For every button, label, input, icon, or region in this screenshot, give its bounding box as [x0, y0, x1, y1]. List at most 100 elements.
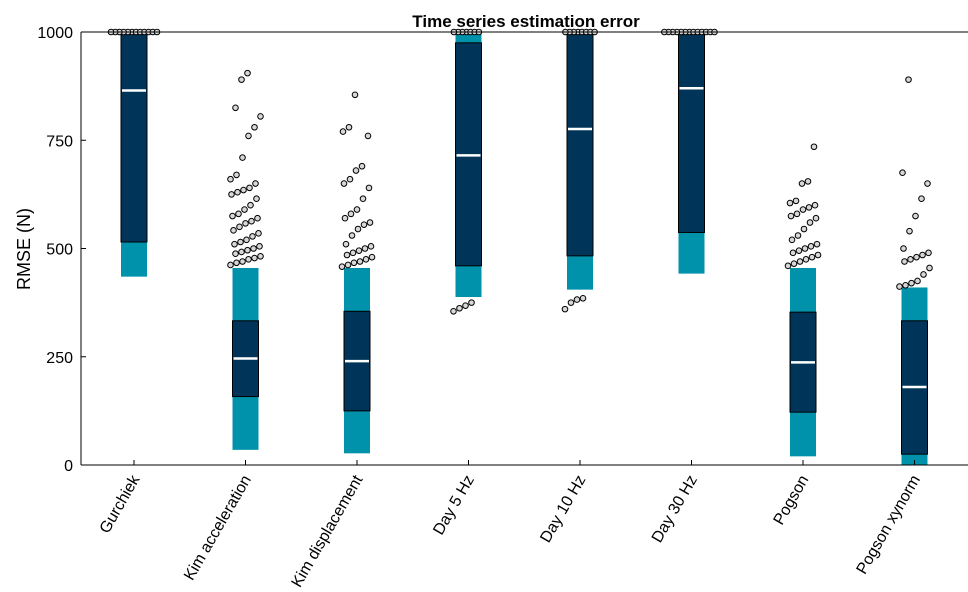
box-group [561, 28, 598, 313]
outlier-point [358, 162, 366, 170]
outlier-point [340, 180, 348, 187]
outlier-point [251, 123, 258, 131]
outlier-point [793, 210, 801, 218]
outlier-point [352, 167, 360, 174]
outlier-point [367, 243, 375, 250]
outlier-point [361, 245, 369, 252]
outlier-point [794, 232, 802, 239]
outlier-point [252, 180, 259, 187]
outlier-point [801, 245, 809, 252]
outlier-point [573, 296, 581, 303]
outlier-point [338, 263, 346, 270]
outlier-point [914, 277, 921, 285]
whisker-low [121, 242, 147, 277]
outlier-point [238, 248, 245, 256]
y-tick-label: 750 [46, 133, 73, 150]
outlier-point [579, 294, 587, 302]
outlier-point [256, 243, 263, 250]
whisker-low [232, 396, 259, 450]
x-tick-labels: Gurchiek Kim acceleration Kim displacement… [97, 472, 924, 591]
outlier-point [235, 210, 242, 218]
outlier-point [792, 197, 800, 205]
box-group [227, 69, 264, 450]
outlier-point [341, 214, 349, 222]
outlier-point [344, 261, 352, 269]
outlier-point [789, 249, 797, 257]
whisker-high [455, 32, 482, 43]
outlier-point [257, 252, 264, 260]
outlier-point [250, 245, 257, 252]
outlier-point [348, 232, 356, 239]
outlier-point [346, 175, 354, 183]
outlier-point [359, 195, 367, 203]
outlier-point [796, 258, 804, 265]
outlier-point [362, 256, 370, 263]
outlier-point [231, 240, 238, 248]
outlier-point [247, 201, 254, 209]
outlier-point [450, 307, 457, 315]
y-axis-label: RMSE (N) [14, 208, 34, 290]
y-tick-label: 1000 [37, 25, 73, 42]
x-tick-label: Pogson [771, 473, 813, 528]
outlier-point [249, 233, 256, 240]
outlier-point [366, 219, 374, 226]
outlier-point [365, 184, 373, 192]
outlier-point [900, 245, 907, 252]
whisker-low [790, 412, 816, 457]
x-tick-label: Day 5 Hz [430, 473, 478, 538]
outlier-point [355, 247, 363, 254]
outlier-point [567, 299, 575, 306]
outlier-point [787, 212, 795, 220]
whisker-high [790, 267, 816, 313]
outlier-point [240, 186, 247, 194]
outlier-point [234, 188, 241, 196]
outlier-point [248, 217, 255, 225]
outlier-point [802, 256, 810, 263]
outlier-point [920, 271, 927, 278]
outlier-point [232, 104, 239, 112]
outlier-point [906, 227, 913, 235]
whisker-high [232, 267, 259, 321]
outlier-point [899, 169, 906, 177]
outlier-point [345, 123, 353, 131]
outlier-point [368, 253, 376, 261]
whisker-low [678, 232, 705, 274]
box-group [107, 28, 161, 277]
x-tick-label: Pogson xynorm [854, 473, 924, 578]
outlier-point [468, 299, 475, 306]
outlier-point [251, 254, 258, 262]
outlier-point [800, 225, 808, 233]
whisker-low [567, 255, 593, 290]
outlier-point [351, 91, 359, 99]
box-group [450, 28, 483, 315]
x-tick-label: Day 10 Hz [537, 473, 589, 546]
box-group [661, 28, 718, 274]
outlier-point [353, 206, 361, 213]
box-iqr [120, 31, 148, 243]
outlier-point [919, 251, 926, 259]
whisker-high [344, 267, 370, 312]
outlier-point [257, 113, 264, 120]
outlier-point [811, 201, 819, 209]
outlier-point [913, 253, 920, 261]
chart-title: Time series estimation error [412, 12, 640, 31]
box-iqr [678, 31, 705, 233]
outlier-point [902, 282, 909, 289]
box-group [784, 143, 822, 457]
y-tick-label: 250 [46, 350, 73, 367]
outlier-point [227, 261, 234, 269]
outlier-point [241, 206, 248, 213]
outlier-point [462, 302, 469, 309]
outlier-point [790, 260, 798, 267]
outlier-point [239, 154, 246, 161]
whisker-high [901, 287, 928, 321]
whisker-low [901, 454, 928, 465]
whisker-low [455, 265, 482, 297]
plot-area [107, 28, 933, 465]
y-tick-label: 0 [64, 458, 73, 475]
x-tick-label: Kim acceleration [181, 473, 255, 584]
outlier-point [229, 212, 236, 220]
outlier-point [233, 259, 240, 267]
outlier-point [245, 256, 252, 263]
